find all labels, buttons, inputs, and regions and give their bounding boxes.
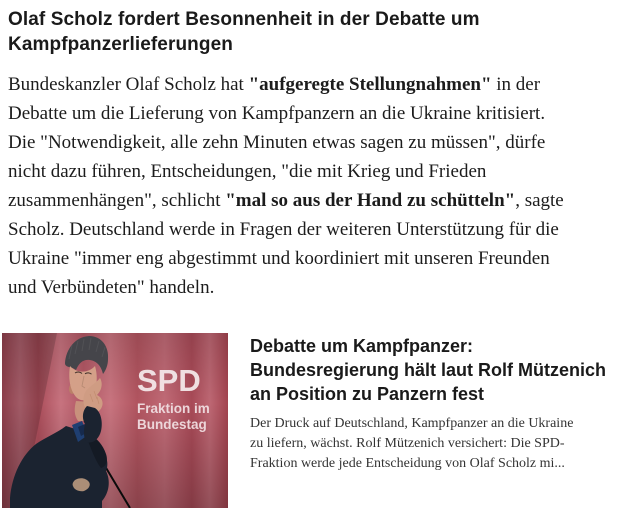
- svg-text:SPD: SPD: [137, 363, 201, 398]
- svg-text:Bundestag: Bundestag: [137, 417, 207, 432]
- svg-text:Fraktion im: Fraktion im: [137, 401, 210, 416]
